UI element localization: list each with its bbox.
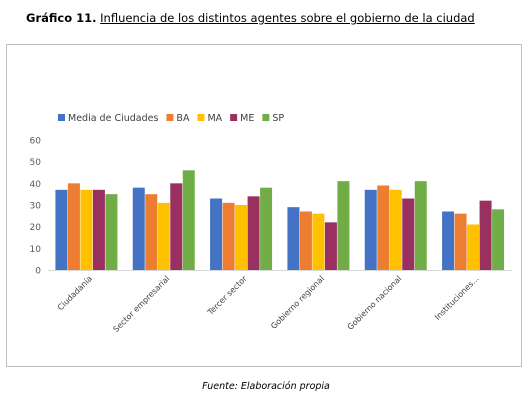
bar-ma (467, 224, 480, 270)
bar-media-de-ciudades (287, 207, 300, 270)
legend-label: ME (240, 113, 254, 124)
legend-swatch-ma (197, 114, 205, 121)
y-tick-label: 0 (35, 267, 41, 277)
bar-me (402, 198, 415, 270)
y-tick-label: 60 (30, 137, 42, 147)
bar-ba (67, 183, 80, 270)
chart-title-lead: Gráfico 11. (26, 11, 97, 25)
chart-title-text: Influencia de los distintos agentes sobr… (100, 11, 475, 25)
bar-ba (299, 211, 312, 270)
bar-sp (182, 170, 195, 270)
legend-label: Media de Ciudades (68, 113, 158, 124)
bar-sp (260, 187, 273, 270)
legend-swatch-sp (262, 114, 270, 121)
bar-ma (80, 189, 93, 270)
chart-frame (6, 44, 522, 367)
bar-sp (492, 209, 505, 270)
category-label: Instituciones... (433, 274, 481, 322)
category-label: Tercer sector (205, 274, 249, 318)
bar-media-de-ciudades (210, 198, 223, 270)
category-label: Gobierno regional (269, 274, 326, 331)
chart-title: Gráfico 11. Influencia de los distintos … (26, 11, 475, 25)
bar-ma (389, 189, 402, 270)
legend-label: SP (272, 113, 284, 124)
bar-me (479, 200, 492, 270)
y-tick-label: 30 (30, 202, 42, 212)
bar-media-de-ciudades (55, 189, 68, 270)
legend-label: BA (176, 113, 190, 124)
bar-me (247, 196, 260, 270)
bar-ba (145, 194, 158, 270)
bar-media-de-ciudades (364, 189, 377, 270)
legend-swatch-me (230, 114, 238, 121)
bar-media-de-ciudades (442, 211, 455, 270)
category-label: Ciudadanía (56, 274, 94, 312)
legend-label: MA (207, 113, 222, 124)
category-label: Gobierno nacional (346, 274, 404, 332)
bar-me (170, 183, 183, 270)
bar-ma (235, 205, 248, 270)
bar-ma (312, 213, 325, 270)
bar-ma (157, 202, 170, 270)
bar-me (92, 189, 105, 270)
source-note: Fuente: Elaboración propia (202, 381, 330, 392)
bar-sp (105, 194, 118, 270)
bar-ba (454, 213, 467, 270)
bar-media-de-ciudades (132, 187, 145, 270)
bar-sp (337, 181, 350, 270)
category-label: Sector empresarial (111, 274, 171, 334)
legend-swatch-media-de-ciudades (58, 114, 65, 121)
bar-sp (414, 181, 427, 270)
legend-swatch-ba (166, 114, 174, 121)
bar-ba (377, 185, 390, 270)
bar-ba (222, 202, 235, 270)
y-tick-label: 50 (30, 158, 42, 168)
bar-me (324, 222, 337, 270)
y-tick-label: 40 (30, 180, 42, 190)
y-tick-label: 20 (30, 223, 42, 233)
y-tick-label: 10 (30, 245, 42, 255)
